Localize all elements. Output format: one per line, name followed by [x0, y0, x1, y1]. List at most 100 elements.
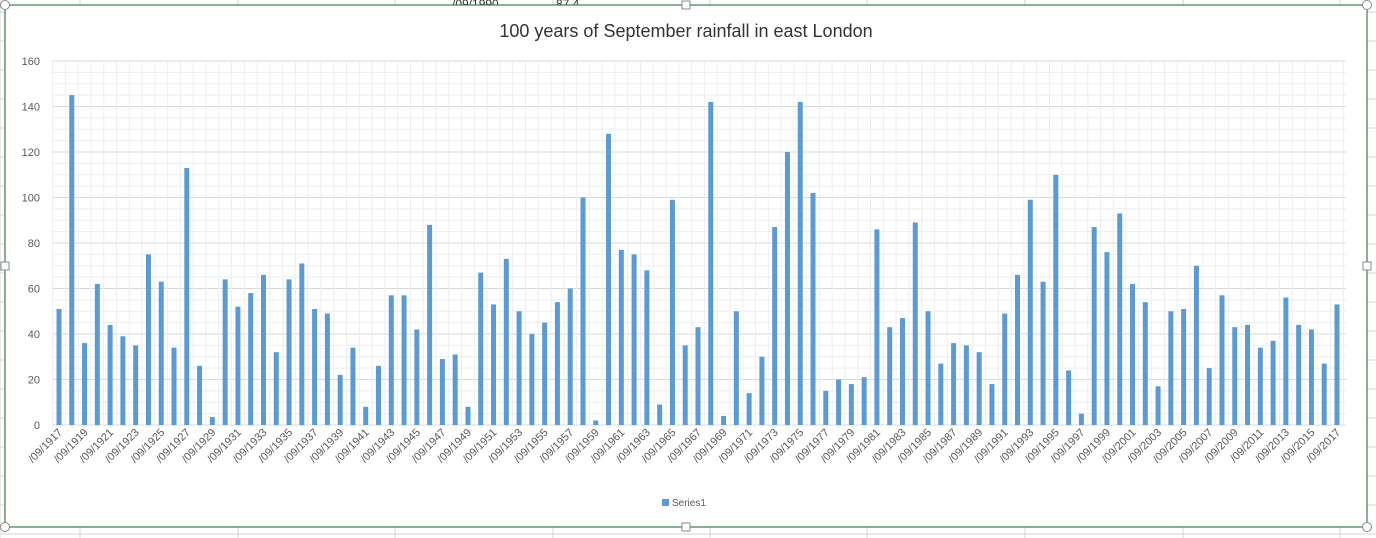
legend-label: Series1 — [672, 498, 706, 509]
bar-1921 — [107, 324, 113, 425]
y-tick-label: 60 — [28, 284, 40, 296]
bar-1985 — [925, 311, 931, 425]
resize-handle[interactable] — [1362, 261, 1372, 271]
bar-1960 — [606, 133, 612, 426]
bar-1935 — [286, 279, 292, 425]
bar-1989 — [976, 352, 982, 425]
bar-1956 — [554, 302, 560, 425]
bar-1981 — [874, 229, 880, 425]
bar-1979 — [848, 384, 854, 425]
bar-1998 — [1091, 227, 1097, 425]
bar-1917 — [56, 308, 62, 425]
bar-1966 — [682, 345, 688, 425]
bar-1964 — [657, 404, 663, 425]
bar-2017 — [1334, 304, 1340, 425]
bar-1939 — [337, 374, 343, 425]
bar-1991 — [1002, 313, 1008, 425]
bar-1923 — [133, 345, 139, 425]
bar-1980 — [861, 377, 867, 425]
bar-1978 — [836, 379, 842, 425]
bar-1926 — [171, 347, 177, 425]
chart-title[interactable]: 100 years of September rainfall in east … — [499, 21, 872, 41]
bar-1977 — [823, 390, 829, 425]
bar-1976 — [810, 192, 816, 425]
resize-handle[interactable] — [1362, 522, 1372, 532]
bar-1993 — [1027, 199, 1033, 425]
bar-1928 — [197, 365, 203, 425]
bar-1944 — [401, 295, 407, 425]
legend[interactable]: Series1 — [662, 498, 706, 509]
bar-1927 — [184, 167, 190, 426]
bar-2016 — [1321, 363, 1327, 425]
bar-1952 — [503, 258, 509, 425]
bar-1934 — [273, 352, 279, 425]
bar-1943 — [388, 295, 394, 425]
bar-1924 — [145, 254, 151, 425]
bar-2012 — [1270, 340, 1276, 425]
bar-1941 — [363, 406, 369, 425]
bar-1922 — [120, 336, 126, 425]
bar-1933 — [260, 274, 266, 425]
bar-1948 — [452, 354, 458, 425]
bar-2009 — [1232, 327, 1238, 425]
bar-1967 — [695, 327, 701, 425]
bar-1949 — [465, 406, 471, 425]
resize-handle[interactable] — [0, 261, 10, 271]
bar-1929 — [209, 417, 215, 425]
bar-1937 — [312, 308, 318, 425]
legend-swatch — [662, 499, 669, 506]
resize-handle[interactable] — [681, 522, 691, 532]
bar-1982 — [887, 327, 893, 425]
y-tick-label: 40 — [28, 329, 40, 341]
resize-handle[interactable] — [1362, 0, 1372, 10]
bar-2002 — [1142, 302, 1148, 425]
bar-1975 — [797, 101, 803, 425]
bar-2008 — [1219, 295, 1225, 425]
bar-1932 — [248, 293, 254, 425]
y-tick-label: 0 — [34, 420, 40, 432]
bar-1962 — [631, 254, 637, 425]
bar-1970 — [733, 311, 739, 425]
bar-1919 — [82, 343, 88, 425]
bar-1988 — [963, 345, 969, 425]
resize-handle[interactable] — [0, 522, 10, 532]
y-tick-label: 80 — [28, 238, 40, 250]
gridlines — [52, 60, 1346, 426]
bar-1947 — [439, 359, 445, 425]
bar-1945 — [414, 329, 420, 425]
bars — [56, 95, 1340, 426]
bar-1963 — [644, 270, 650, 425]
bar-1974 — [784, 152, 790, 425]
bar-2015 — [1308, 329, 1314, 425]
bar-1942 — [376, 365, 381, 425]
y-tick-label: 160 — [22, 56, 40, 68]
bar-2007 — [1206, 368, 1212, 425]
bar-1918 — [69, 95, 75, 425]
bar-2004 — [1168, 311, 1174, 425]
bar-1959 — [593, 420, 599, 425]
bar-1969 — [721, 415, 727, 425]
bar-1955 — [542, 322, 548, 425]
bar-1938 — [324, 313, 330, 425]
bar-1958 — [580, 197, 586, 425]
y-tick-label: 20 — [28, 375, 40, 387]
bar-2001 — [1130, 283, 1136, 425]
bar-1931 — [235, 306, 241, 425]
bar-1997 — [1078, 413, 1084, 425]
bar-1994 — [1040, 281, 1046, 425]
bar-1999 — [1104, 252, 1110, 425]
bar-1957 — [567, 288, 573, 425]
bar-1930 — [222, 279, 228, 425]
bar-1992 — [1015, 274, 1020, 425]
resize-handle[interactable] — [681, 0, 691, 10]
bar-1986 — [938, 363, 944, 425]
resize-handle[interactable] — [0, 0, 10, 10]
bar-1973 — [772, 227, 778, 425]
bar-1920 — [94, 283, 100, 425]
bar-1925 — [158, 281, 164, 425]
bar-1946 — [427, 224, 433, 425]
bar-1950 — [478, 272, 484, 425]
bar-2003 — [1155, 386, 1161, 425]
